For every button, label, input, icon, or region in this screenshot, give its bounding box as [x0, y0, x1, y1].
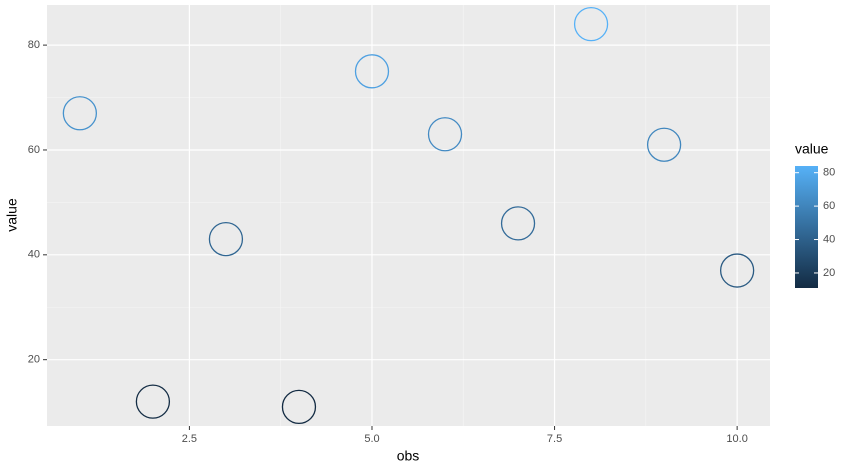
- colorbar-label: 60: [823, 200, 835, 212]
- point: [646, 127, 682, 162]
- x-axis-label: obs: [397, 448, 420, 464]
- point: [427, 117, 463, 152]
- y-tick-label: 40: [28, 249, 40, 261]
- grid: [47, 5, 770, 426]
- x-tick-label: 7.5: [547, 433, 562, 445]
- legend-title: value: [795, 141, 829, 157]
- point: [573, 6, 609, 42]
- point: [354, 54, 390, 89]
- point: [62, 96, 98, 131]
- y-axis-label: value: [4, 198, 20, 232]
- point: [719, 253, 755, 288]
- y-tick-label: 20: [28, 354, 40, 366]
- x-tick-label: 5.0: [364, 433, 379, 445]
- points: [62, 6, 755, 425]
- y-tick-label: 80: [28, 39, 40, 51]
- x-tick-label: 2.5: [182, 433, 197, 445]
- colorbar-label: 20: [823, 267, 835, 279]
- colorbar-label: 40: [823, 233, 835, 245]
- point: [135, 384, 171, 419]
- y-tick-label: 60: [28, 144, 40, 156]
- point: [500, 206, 536, 241]
- point: [281, 389, 317, 425]
- point: [208, 221, 244, 257]
- x-tick-label: 10.0: [726, 433, 747, 445]
- colorbar-label: 80: [823, 167, 835, 179]
- panel: [47, 5, 770, 426]
- colorbar: [795, 166, 818, 288]
